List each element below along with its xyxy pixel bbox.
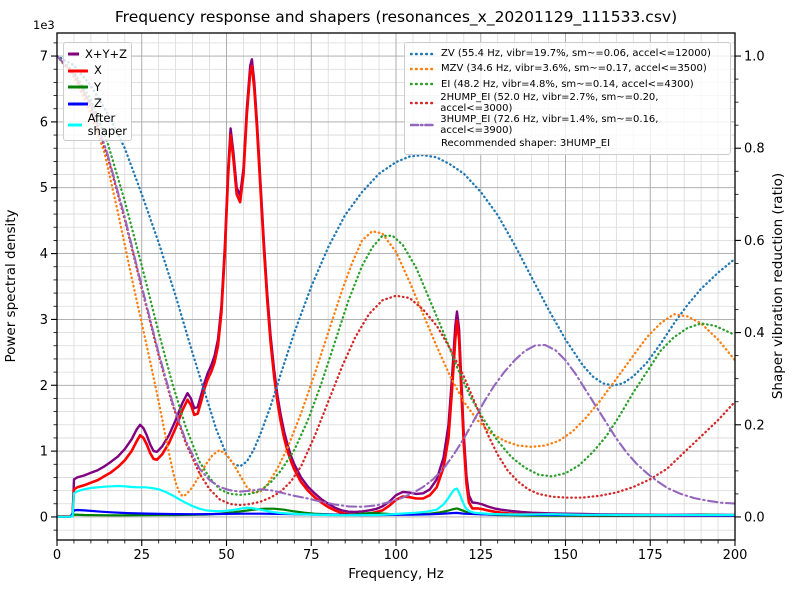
y-right-tick-label: 1.0 [744,50,765,65]
y-right-tick-label: 0.2 [744,418,765,433]
y-left-tick-label: 0 [40,510,48,525]
y-left-tick-label: 3 [40,313,48,328]
legend-label: Z [94,96,102,111]
y-right-tick-label: 0.6 [744,234,765,249]
x-tick-label: 50 [218,548,235,563]
y-left-tick-label: 7 [40,50,48,65]
legend-line-swatch [68,102,88,106]
x-tick-label: 175 [638,548,663,563]
series-2hump_ei [57,54,735,507]
axis-ticks [51,42,741,546]
legend-label: 2HUMP_EI (52.0 Hz, vibr=2.7%, sm~=0.20, … [440,91,659,114]
legend-item: 3HUMP_EI (72.6 Hz, vibr=1.4%, sm~=0.16, … [410,114,725,136]
legend-line-swatch [68,85,88,89]
legend-item: Y [68,79,127,96]
legend-label: ZV (55.4 Hz, vibr=19.7%, sm~=0.06, accel… [441,48,711,60]
y-right-tick-label: 0.8 [744,142,765,157]
legend-item: 2HUMP_EI (52.0 Hz, vibr=2.7%, sm~=0.20, … [410,92,725,114]
shaper-legend: ZV (55.4 Hz, vibr=19.7%, sm~=0.06, accel… [404,42,731,156]
legend-item: X+Y+Z [68,46,127,63]
legend-line-swatch [68,69,88,73]
series-3hump_ei [57,54,735,508]
legend-item: Z [68,96,127,113]
x-tick-label: 0 [53,548,61,563]
x-tick-label: 75 [303,548,320,563]
legend-item: X [68,63,127,80]
legend-label: X [94,63,102,78]
legend-item: ZV (55.4 Hz, vibr=19.7%, sm~=0.06, accel… [410,46,725,61]
axis-tick-labels: 0 25 50 75 100 125 150 175 200 0 1 2 3 4 5 6 7 0.0 0.2 0.4 0… [40,50,765,563]
y-left-tick-label: 2 [40,379,48,394]
series-zv [57,54,735,468]
y-left-tick-label: 4 [40,247,48,262]
legend-line-swatch [68,52,79,56]
series-ei [57,54,735,496]
legend-item: MZV (34.6 Hz, vibr=3.6%, sm~=0.17, accel… [410,61,725,76]
grid-minor [57,33,735,540]
y-axis-left-label: Power spectral density [3,209,19,362]
y-left-tick-label: 5 [40,181,48,196]
legend-item: Recommended shaper: 3HUMP_EI [410,136,725,151]
legend-line-swatch [410,67,435,71]
x-tick-label: 25 [133,548,150,563]
legend-item: EI (48.2 Hz, vibr=4.8%, sm~=0.14, accel<… [410,77,725,92]
series-mzv [57,54,735,498]
x-tick-label: 125 [468,548,493,563]
legend-label: After shaper [87,111,127,138]
legend-label: MZV (34.6 Hz, vibr=3.6%, sm~=0.17, accel… [441,63,707,75]
y-axis-right-label: Shaper vibration reduction (ratio) [770,173,786,399]
legend-label: EI (48.2 Hz, vibr=4.8%, sm~=0.14, accel<… [441,78,694,90]
y-left-tick-label: 1 [40,445,48,460]
series-after_shaper [57,484,735,518]
legend-line-swatch [68,123,82,127]
x-axis-label: Frequency, Hz [348,566,444,582]
y-left-tick-label: 6 [40,115,48,130]
legend-line-swatch [410,52,435,55]
legend-label: 3HUMP_EI (72.6 Hz, vibr=1.4%, sm~=0.16, … [440,113,659,136]
x-tick-label: 100 [384,548,409,563]
legend-line-swatch [410,82,435,86]
x-tick-label: 150 [553,548,578,563]
x-tick-label: 200 [723,548,748,563]
y-axis-offset-label: 1e3 [33,18,55,32]
y-right-tick-label: 0.0 [744,510,765,525]
y-right-tick-label: 0.4 [744,326,765,341]
legend-label: Recommended shaper: 3HUMP_EI [441,138,611,150]
series-x [57,64,735,518]
legend-label: X+Y+Z [84,46,127,61]
legend-line-swatch [410,101,435,105]
psd-legend: X+Y+Z X Y Z After shaper [63,42,132,142]
legend-blank-swatch [410,138,435,150]
legend-item: After shaper [68,112,127,137]
chart-title: Frequency response and shapers (resonanc… [115,8,677,27]
plot-curves [57,54,735,518]
legend-line-swatch [410,123,435,127]
legend-label: Y [94,79,102,94]
